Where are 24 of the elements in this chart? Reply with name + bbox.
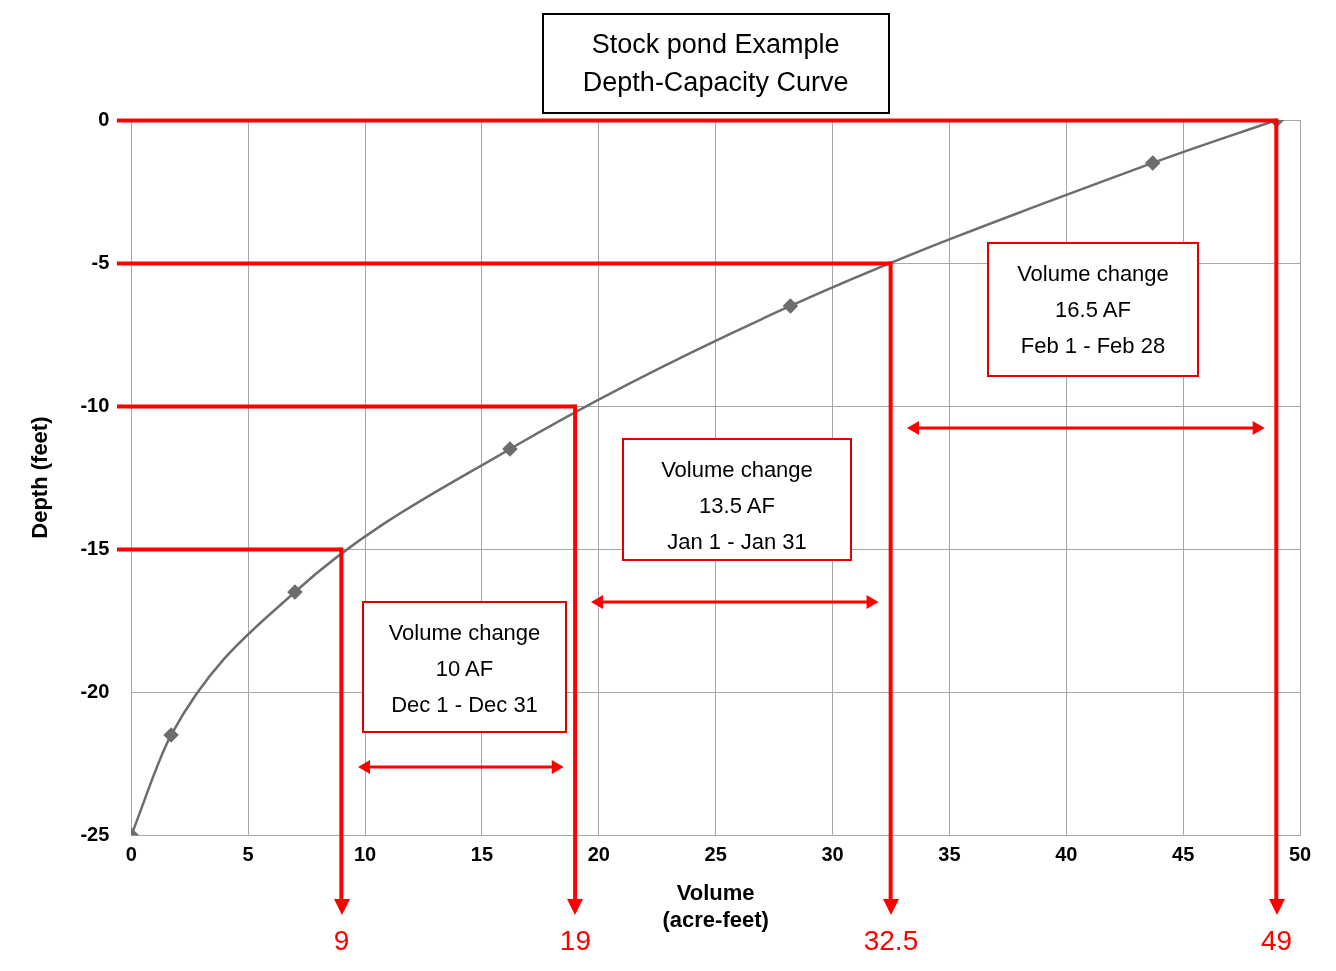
x-tick-label: 50 bbox=[1288, 842, 1312, 865]
ref-line-label: 49 bbox=[1261, 925, 1293, 957]
y-axis-title: Depth (feet) bbox=[27, 416, 53, 539]
x-tick-label: 0 bbox=[125, 842, 137, 865]
x-tick-label: 25 bbox=[704, 842, 727, 865]
y-tick-label: -10 bbox=[80, 393, 110, 416]
x-tick-label: 5 bbox=[242, 842, 254, 865]
y-tick-label: 0 bbox=[98, 107, 110, 130]
y-tick-label: -15 bbox=[80, 536, 110, 559]
chart-title: Stock pond Example Depth-Capacity Curve bbox=[541, 13, 890, 114]
x-tick-label: 20 bbox=[587, 842, 610, 865]
x-tick-label: 40 bbox=[1055, 842, 1078, 865]
y-tick-label: -25 bbox=[80, 822, 110, 845]
y-tick-label: -5 bbox=[91, 250, 110, 273]
x-axis-title: Volume (acre-feet) bbox=[662, 880, 769, 932]
ref-line-label: 9 bbox=[333, 925, 350, 957]
x-tick-label: 10 bbox=[353, 842, 377, 865]
x-tick-label: 35 bbox=[938, 842, 961, 865]
ref-line-label: 19 bbox=[559, 925, 591, 957]
ref-line-label: 32.5 bbox=[863, 925, 919, 957]
y-tick-label: -20 bbox=[80, 679, 110, 702]
x-tick-label: 30 bbox=[821, 842, 844, 865]
x-tick-label: 45 bbox=[1172, 842, 1195, 865]
x-tick-label: 15 bbox=[470, 842, 494, 865]
